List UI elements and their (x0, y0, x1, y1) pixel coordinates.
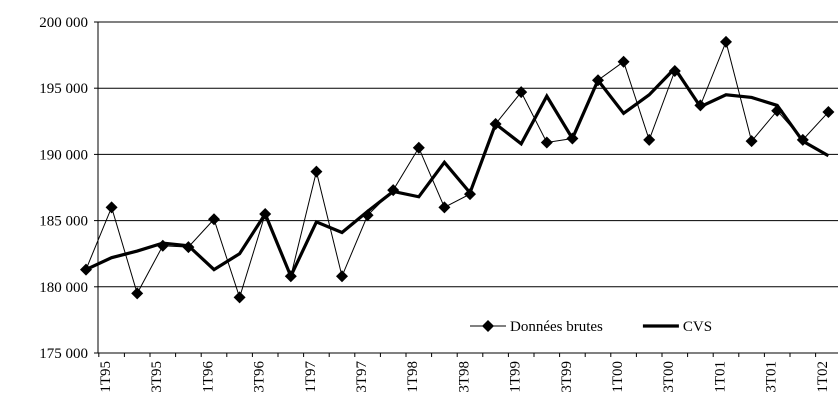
x-tick-label: 3T01 (764, 361, 780, 393)
data-point (540, 136, 553, 149)
y-tick-label: 190 000 (39, 147, 88, 163)
data-point (233, 291, 246, 304)
y-tick-label: 175 000 (39, 346, 88, 362)
x-tick-label: 3T96 (252, 361, 268, 393)
data-point (105, 201, 118, 214)
x-tick-label: 1T95 (98, 361, 114, 393)
data-point (438, 201, 451, 214)
data-point (131, 287, 144, 300)
legend-label: Données brutes (510, 319, 603, 335)
data-point (643, 133, 656, 146)
data-point (412, 141, 425, 154)
x-tick-label: 1T01 (712, 361, 728, 393)
y-tick-label: 200 000 (39, 15, 88, 31)
x-tick-label: 3T99 (559, 361, 575, 393)
x-tick-label: 1T98 (405, 361, 421, 393)
x-tick-label: 3T00 (661, 361, 677, 393)
data-point (720, 35, 732, 48)
y-tick-label: 180 000 (39, 280, 88, 296)
data-point (208, 213, 220, 226)
data-point (617, 55, 630, 68)
legend-marker (482, 320, 494, 332)
series-line (85, 40, 829, 300)
series-line (85, 65, 830, 281)
data-point (336, 270, 348, 283)
x-tick-label: 1T00 (610, 361, 626, 393)
legend-label: CVS (683, 319, 712, 335)
x-tick-label: 1T97 (303, 361, 319, 393)
x-tick-label: 1T99 (508, 361, 524, 393)
data-point (745, 135, 758, 148)
x-tick-label: 3T97 (354, 361, 370, 393)
data-point (515, 86, 528, 99)
x-tick-label: 3T95 (149, 361, 165, 393)
data-point (822, 106, 835, 119)
x-tick-label: 1T02 (815, 361, 831, 393)
x-tick-label: 3T98 (456, 361, 472, 393)
y-tick-label: 185 000 (39, 214, 88, 230)
y-tick-label: 195 000 (39, 81, 88, 97)
x-tick-label: 1T96 (200, 361, 216, 393)
data-point (310, 165, 323, 178)
